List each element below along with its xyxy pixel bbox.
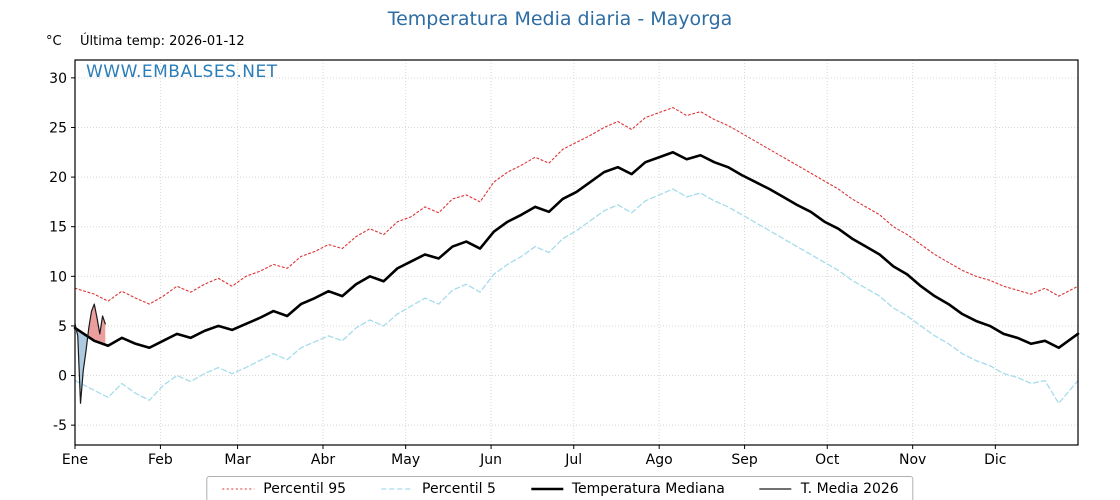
- chart-title: Temperatura Media diaria - Mayorga: [387, 8, 733, 30]
- y-axis-units-label: °C: [46, 34, 62, 49]
- percentil95-line-swatch: [222, 488, 255, 490]
- t2026-line: [74, 303, 106, 404]
- y-tick-label: -5: [53, 418, 67, 434]
- x-tick-label: Abr: [311, 452, 335, 468]
- chart-svg: -5 0 5 10 15 20 25 30 Ene Feb Mar Abr May Jun Jul Ago Se…: [49, 59, 1080, 468]
- legend-item-percentil5: Percentil 5: [380, 481, 496, 497]
- x-tick-label: Oct: [815, 452, 840, 468]
- watermark: WWW.EMBALSES.NET: [86, 62, 278, 82]
- percentil5-line: [74, 188, 1079, 404]
- x-tick-label: May: [391, 452, 420, 468]
- y-tick-label: 30: [49, 71, 67, 87]
- percentil5-line-swatch: [381, 488, 414, 490]
- band-above-median: [88, 304, 106, 345]
- mediana-line-swatch: [530, 487, 563, 491]
- legend: Percentil 95 Percentil 5 Temperatura Med…: [206, 476, 914, 500]
- plot-border: [74, 59, 1079, 446]
- x-tick-label: Mar: [224, 452, 251, 468]
- legend-item-mediana: Temperatura Mediana: [530, 481, 725, 497]
- y-tick-label: 25: [49, 120, 67, 136]
- band-below-median: [76, 328, 89, 404]
- y-tick-label: 15: [49, 220, 67, 236]
- legend-label-percentil5: Percentil 5: [422, 481, 496, 497]
- x-tick-label: Sep: [731, 452, 758, 468]
- last-temp-label: Última temp: 2026-01-12: [80, 34, 245, 49]
- x-tick-label: Dic: [984, 452, 1006, 468]
- x-tick-label: Feb: [148, 452, 173, 468]
- percentil95-line: [74, 107, 1079, 305]
- t2026-line-swatch: [759, 488, 792, 490]
- y-tick-label: 10: [49, 269, 67, 285]
- y-tick-label: 5: [58, 319, 67, 335]
- x-tick-label: Jun: [479, 452, 502, 468]
- legend-label-t2026: T. Media 2026: [800, 481, 899, 497]
- legend-label-mediana: Temperatura Mediana: [571, 481, 725, 497]
- y-tick-label: 20: [49, 170, 67, 186]
- legend-item-percentil95: Percentil 95: [221, 481, 346, 497]
- legend-item-t2026: T. Media 2026: [759, 481, 899, 497]
- x-tick-label: Jul: [564, 452, 582, 468]
- x-tick-label: Ago: [646, 452, 673, 468]
- mediana-line: [73, 150, 1080, 350]
- legend-label-percentil95: Percentil 95: [263, 481, 347, 497]
- x-tick-label: Nov: [899, 452, 926, 468]
- y-tick-label: 0: [58, 369, 67, 385]
- x-tick-label: Ene: [62, 452, 88, 468]
